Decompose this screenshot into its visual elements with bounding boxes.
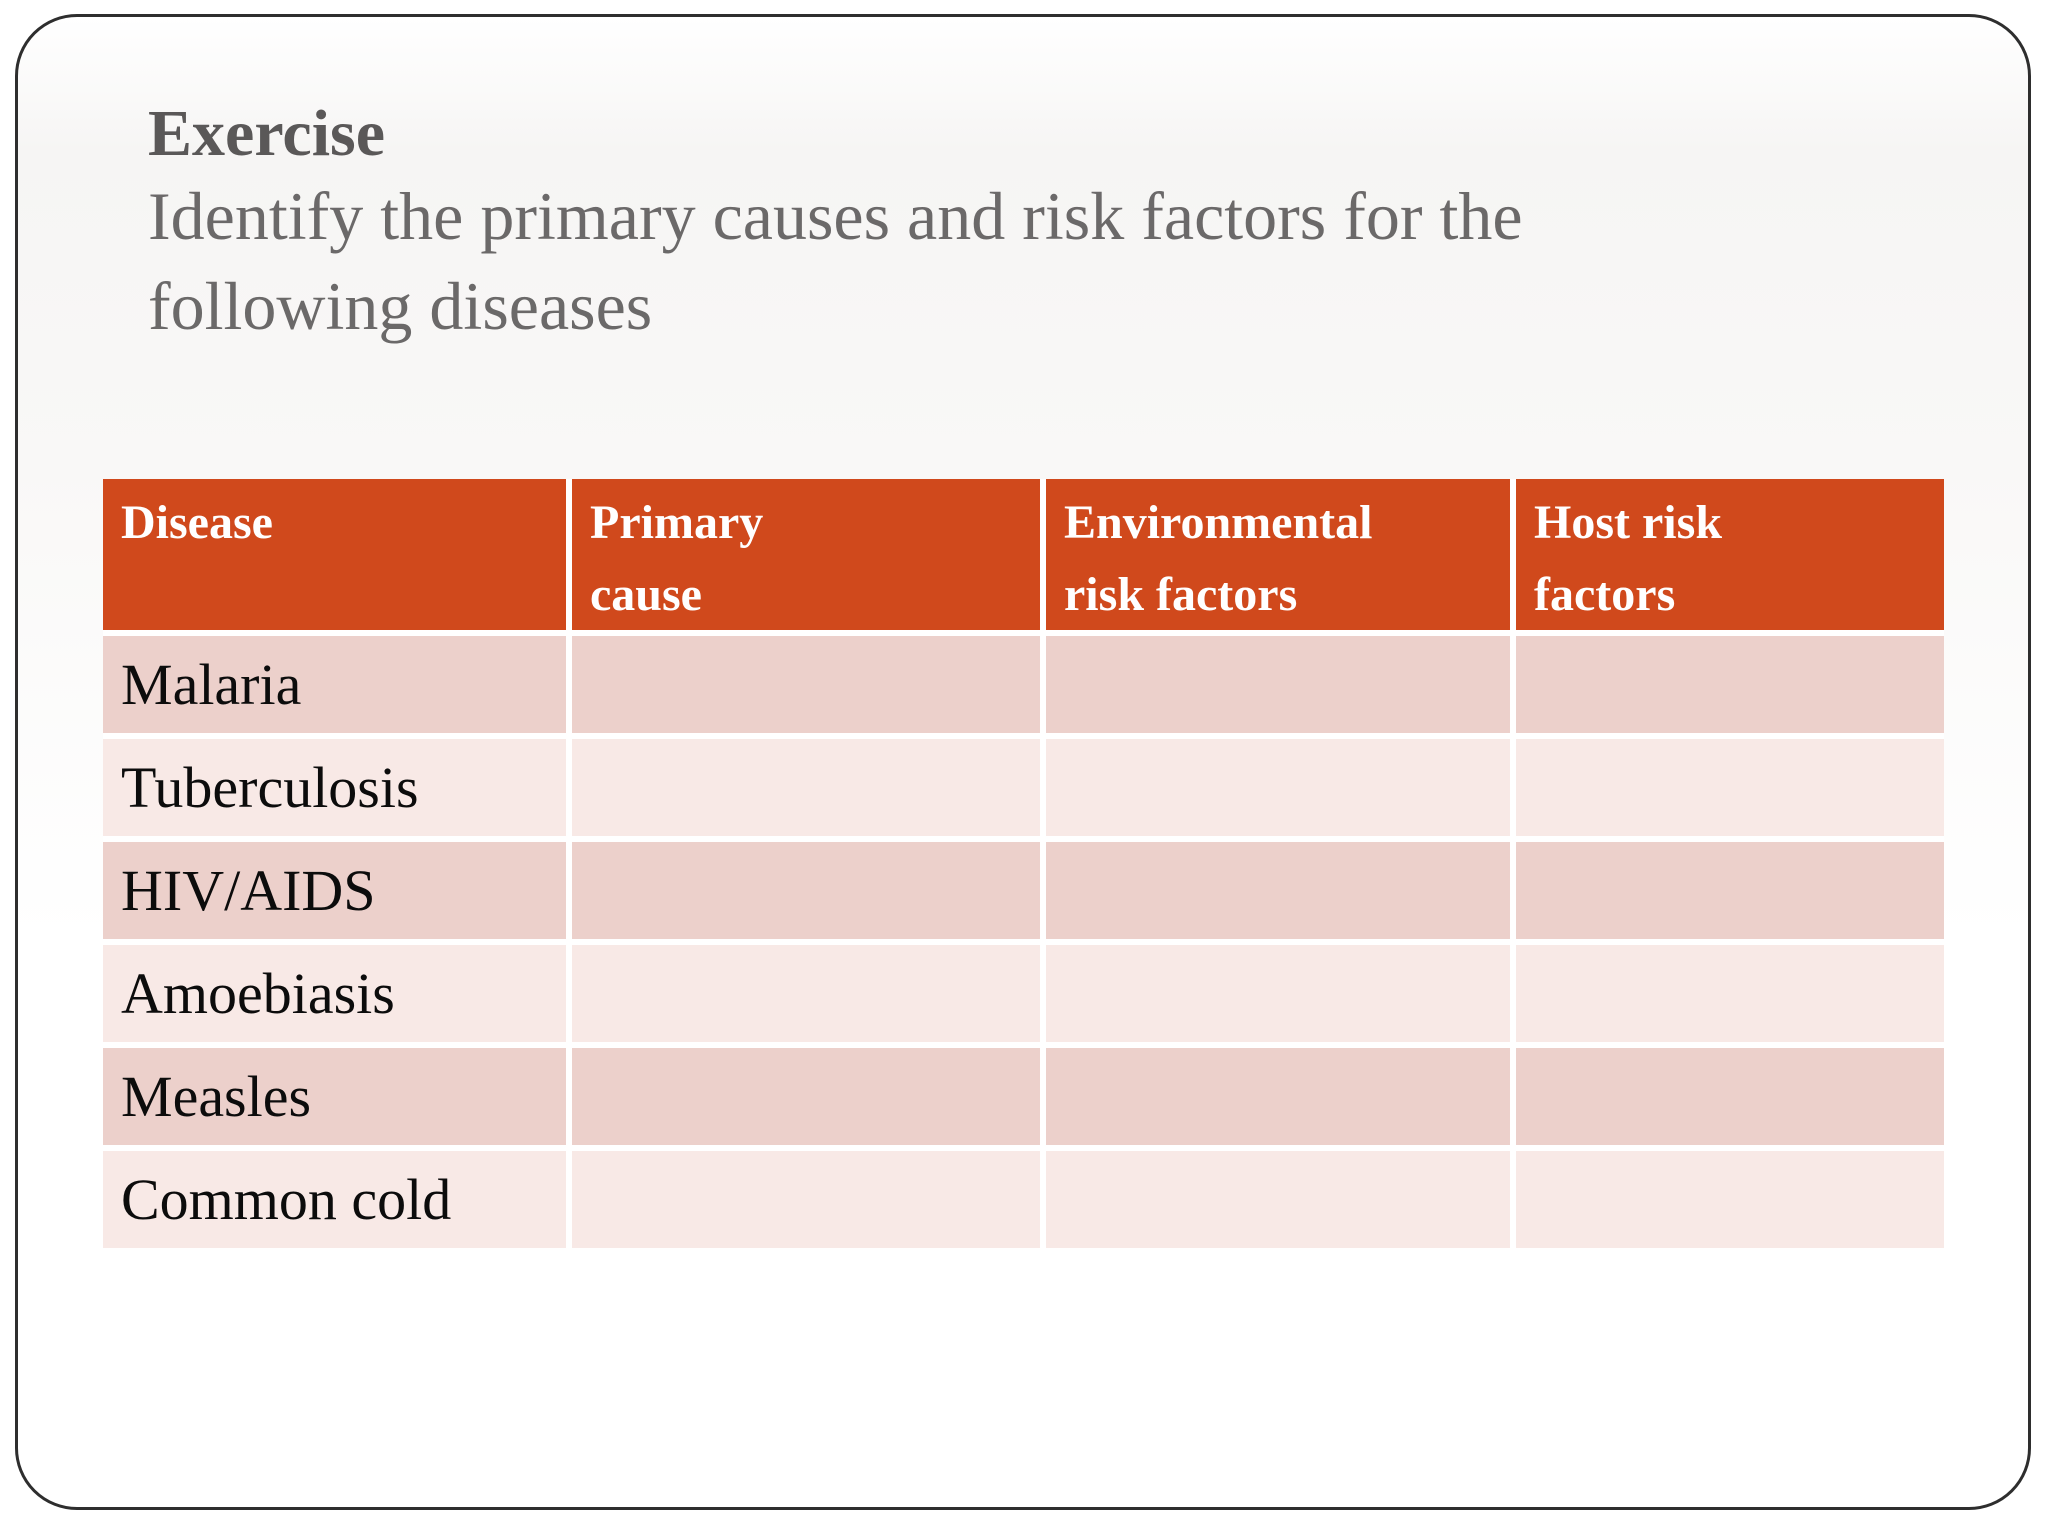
- disease-cell: Amoebiasis: [103, 945, 566, 1042]
- header-cell-disease: Disease: [103, 479, 566, 630]
- exercise-table: Disease Primary cause Environmental risk…: [103, 479, 1944, 1248]
- title-block: Exercise Identify the primary causes and…: [148, 96, 1908, 351]
- answer-cell: [572, 739, 1040, 836]
- header-cell-host-risk-line1: Host risk: [1534, 496, 1723, 549]
- answer-cell: [572, 636, 1040, 733]
- answer-cell: [572, 1151, 1040, 1248]
- header-cell-environmental-line2: risk factors: [1064, 568, 1298, 621]
- disease-cell: HIV/AIDS: [103, 842, 566, 939]
- answer-cell: [572, 842, 1040, 939]
- answer-cell: [1516, 842, 1944, 939]
- header-cell-environmental-line1: Environmental: [1064, 496, 1373, 549]
- disease-cell: Common cold: [103, 1151, 566, 1248]
- header-cell-primary-cause-line2: cause: [590, 568, 702, 621]
- answer-cell: [1516, 945, 1944, 1042]
- answer-cell: [1516, 739, 1944, 836]
- header-cell-primary-cause: Primary cause: [572, 479, 1040, 630]
- answer-cell: [1516, 1048, 1944, 1145]
- answer-cell: [1046, 636, 1510, 733]
- answer-cell: [1046, 945, 1510, 1042]
- answer-cell: [572, 945, 1040, 1042]
- header-cell-host-risk-line2: factors: [1534, 568, 1676, 621]
- header-cell-environmental-risk-factors: Environmental risk factors: [1046, 479, 1510, 630]
- answer-cell: [1046, 842, 1510, 939]
- answer-cell: [1046, 739, 1510, 836]
- answer-cell: [572, 1048, 1040, 1145]
- subtitle-line-1: Identify the primary causes and risk fac…: [148, 177, 1523, 254]
- disease-cell: Tuberculosis: [103, 739, 566, 836]
- subtitle-line-2: following diseases: [148, 267, 653, 344]
- answer-cell: [1046, 1048, 1510, 1145]
- answer-cell: [1516, 636, 1944, 733]
- disease-cell: Malaria: [103, 636, 566, 733]
- answer-cell: [1046, 1151, 1510, 1248]
- header-cell-host-risk-factors: Host risk factors: [1516, 479, 1944, 630]
- header-cell-disease-line1: Disease: [121, 496, 273, 549]
- disease-cell: Measles: [103, 1048, 566, 1145]
- header-cell-primary-cause-line1: Primary: [590, 496, 764, 549]
- page-title: Exercise: [148, 97, 386, 170]
- answer-cell: [1516, 1151, 1944, 1248]
